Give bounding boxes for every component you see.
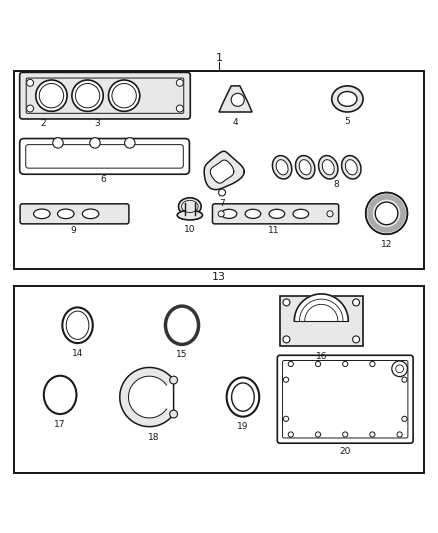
- Ellipse shape: [34, 209, 50, 219]
- Text: 17: 17: [54, 420, 66, 429]
- Bar: [14, 71, 424, 269]
- Circle shape: [27, 105, 34, 112]
- Circle shape: [402, 416, 407, 422]
- Text: 9: 9: [71, 226, 76, 235]
- Polygon shape: [294, 294, 348, 321]
- FancyBboxPatch shape: [20, 72, 190, 119]
- Text: 14: 14: [72, 349, 83, 358]
- Ellipse shape: [342, 156, 361, 179]
- Circle shape: [283, 416, 289, 422]
- Circle shape: [375, 202, 398, 225]
- Circle shape: [90, 138, 100, 148]
- Text: 19: 19: [237, 422, 249, 431]
- Bar: [185, 206, 195, 215]
- Text: 16: 16: [315, 352, 327, 361]
- Ellipse shape: [82, 209, 99, 219]
- Circle shape: [231, 93, 244, 107]
- Circle shape: [288, 432, 293, 437]
- Bar: [14, 286, 424, 473]
- Circle shape: [315, 432, 321, 437]
- Circle shape: [370, 361, 375, 367]
- Circle shape: [109, 80, 140, 111]
- Text: 6: 6: [101, 175, 106, 184]
- FancyBboxPatch shape: [212, 204, 339, 224]
- Ellipse shape: [245, 209, 261, 219]
- Bar: [280, 296, 363, 346]
- Text: 8: 8: [334, 180, 339, 189]
- Circle shape: [370, 432, 375, 437]
- Ellipse shape: [179, 198, 201, 215]
- Circle shape: [177, 105, 184, 112]
- Circle shape: [283, 299, 290, 306]
- Circle shape: [27, 79, 34, 86]
- Ellipse shape: [332, 86, 363, 112]
- Circle shape: [288, 361, 293, 367]
- Circle shape: [397, 361, 402, 367]
- Ellipse shape: [299, 160, 311, 175]
- Ellipse shape: [177, 211, 202, 220]
- Text: 11: 11: [268, 226, 279, 235]
- Ellipse shape: [322, 160, 334, 175]
- Bar: [14, 71, 424, 269]
- Ellipse shape: [276, 160, 288, 175]
- Text: 18: 18: [148, 433, 159, 442]
- Text: 5: 5: [345, 117, 350, 126]
- Ellipse shape: [221, 209, 237, 219]
- Ellipse shape: [57, 209, 74, 219]
- Ellipse shape: [293, 209, 309, 219]
- Ellipse shape: [296, 156, 315, 179]
- Text: 2: 2: [40, 119, 46, 128]
- Circle shape: [53, 138, 63, 148]
- Circle shape: [353, 336, 360, 343]
- Ellipse shape: [345, 160, 357, 175]
- Ellipse shape: [318, 156, 338, 179]
- Circle shape: [283, 336, 290, 343]
- Bar: [14, 286, 424, 473]
- Text: 15: 15: [176, 351, 188, 359]
- Circle shape: [219, 189, 226, 196]
- Ellipse shape: [269, 209, 285, 219]
- Polygon shape: [204, 151, 244, 190]
- Circle shape: [177, 79, 184, 86]
- Text: 7: 7: [219, 199, 225, 208]
- Circle shape: [397, 432, 402, 437]
- Text: 13: 13: [212, 271, 226, 281]
- Circle shape: [366, 192, 407, 235]
- Circle shape: [392, 361, 407, 377]
- FancyBboxPatch shape: [20, 204, 129, 224]
- Text: 10: 10: [184, 225, 196, 233]
- Circle shape: [218, 211, 224, 217]
- Polygon shape: [219, 86, 252, 112]
- Circle shape: [283, 377, 289, 382]
- Circle shape: [315, 361, 321, 367]
- Circle shape: [124, 138, 135, 148]
- Ellipse shape: [338, 92, 357, 107]
- Circle shape: [170, 376, 177, 384]
- Text: 1: 1: [215, 53, 223, 63]
- Circle shape: [343, 432, 348, 437]
- Circle shape: [402, 377, 407, 382]
- Circle shape: [353, 299, 360, 306]
- Text: 12: 12: [381, 240, 392, 249]
- Polygon shape: [210, 160, 234, 183]
- Ellipse shape: [272, 156, 292, 179]
- Polygon shape: [120, 367, 173, 426]
- Circle shape: [327, 211, 333, 217]
- Text: 4: 4: [233, 118, 238, 127]
- Circle shape: [170, 410, 177, 418]
- Circle shape: [72, 80, 103, 111]
- Text: 3: 3: [94, 119, 100, 128]
- Text: 20: 20: [339, 447, 351, 456]
- Circle shape: [396, 365, 403, 373]
- Circle shape: [36, 80, 67, 111]
- Circle shape: [343, 361, 348, 367]
